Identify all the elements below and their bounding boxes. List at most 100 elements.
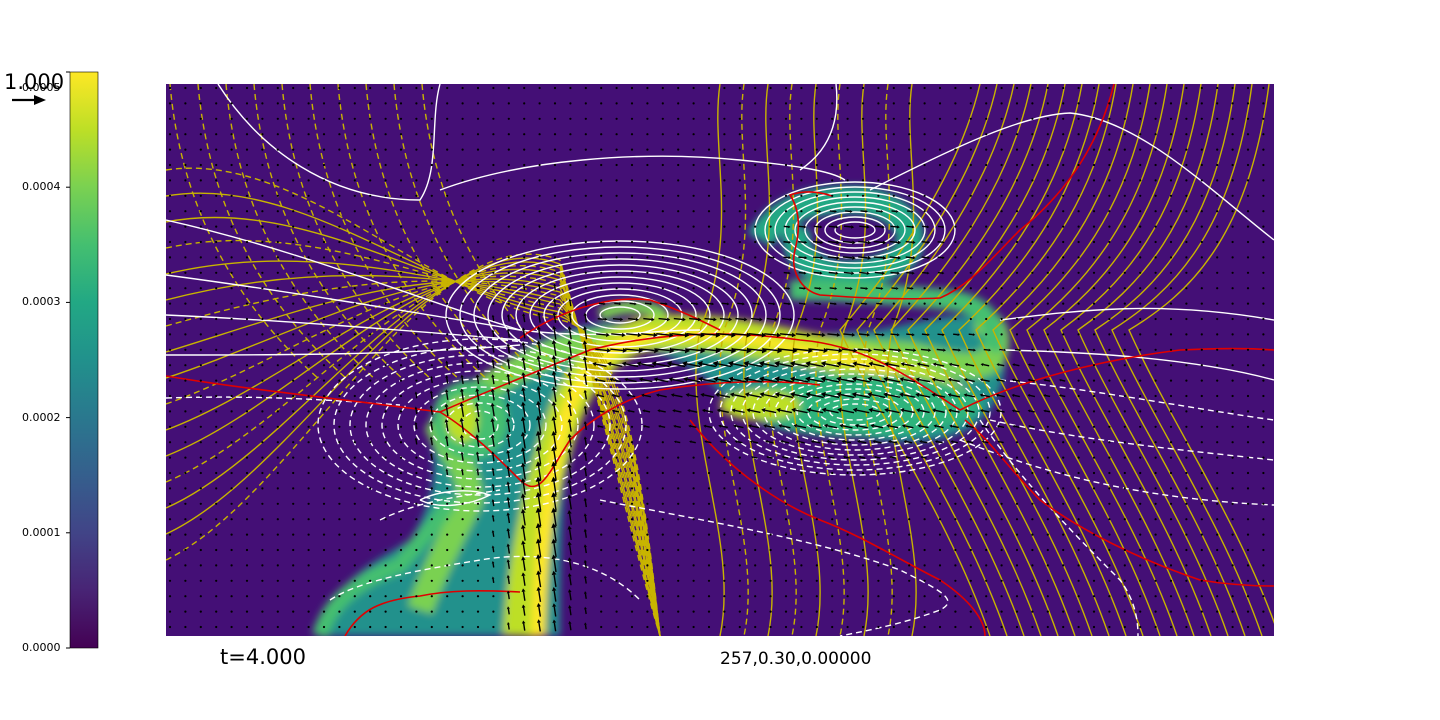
yellow-contour [924, 84, 1076, 636]
velocity-arrow [784, 102, 788, 105]
velocity-arrow-head [835, 317, 839, 321]
velocity-arrow [584, 577, 587, 584]
velocity-arrow [1185, 502, 1188, 505]
yellow-contour [767, 84, 797, 636]
velocity-arrow [276, 610, 279, 613]
velocity-arrow [1216, 210, 1219, 213]
velocity-arrow [369, 394, 372, 398]
velocity-arrow [1000, 194, 1003, 197]
velocity-arrow-head [521, 341, 526, 346]
velocity-arrow [1262, 163, 1265, 167]
velocity-arrow [908, 625, 911, 629]
velocity-arrow [1169, 163, 1173, 167]
velocity-arrow [754, 179, 757, 182]
velocity-arrow [723, 256, 726, 259]
velocity-arrow [1216, 333, 1219, 336]
velocity-arrow [584, 301, 587, 307]
velocity-arrow-head [759, 376, 765, 383]
velocity-arrow [415, 256, 418, 259]
white-contour [979, 419, 1139, 636]
velocity-arrow [1139, 610, 1142, 613]
velocity-arrow [1216, 610, 1219, 613]
velocity-arrow-head [688, 424, 692, 428]
yellow-contour [166, 280, 661, 636]
velocity-arrow [507, 117, 510, 120]
velocity-arrow [1092, 348, 1096, 351]
velocity-arrow-head [607, 361, 612, 367]
velocity-arrow [967, 363, 975, 367]
velocity-arrow [537, 574, 542, 588]
velocity-arrow-head [536, 400, 542, 406]
velocity-arrow [1231, 348, 1234, 351]
velocity-arrow-head [718, 424, 722, 428]
velocity-arrow [261, 579, 264, 582]
velocity-arrow [1185, 364, 1188, 367]
velocity-arrow [338, 117, 341, 120]
velocity-arrow [322, 148, 326, 151]
velocity-arrow-head [713, 317, 717, 322]
velocity-arrow [1231, 163, 1234, 167]
velocity-arrow [738, 610, 741, 613]
velocity-arrow [1000, 502, 1003, 505]
velocity-arrow-head [612, 409, 615, 413]
velocity-arrow [507, 421, 511, 433]
velocity-arrow [353, 533, 356, 536]
velocity-arrow [307, 302, 310, 305]
velocity-arrow [1139, 456, 1142, 459]
velocity-arrow-head [823, 347, 829, 354]
velocity-arrow [1139, 271, 1142, 274]
velocity-arrow [230, 194, 233, 197]
velocity-arrow [754, 148, 757, 151]
velocity-arrow [952, 441, 959, 444]
velocity-arrow [1077, 163, 1080, 167]
velocity-arrow-head [858, 455, 862, 459]
velocity-arrow [184, 595, 187, 598]
velocity-arrow-head [803, 225, 807, 229]
velocity-arrow [600, 610, 603, 613]
velocity-arrow [215, 86, 218, 90]
velocity-arrow [307, 194, 310, 197]
velocity-arrow [1031, 102, 1034, 105]
velocity-arrow [1231, 133, 1234, 136]
velocity-arrow [507, 624, 510, 630]
velocity-arrow-head [1058, 394, 1062, 397]
velocity-arrow [998, 425, 1005, 428]
velocity-arrow [1139, 86, 1142, 90]
velocity-arrow-head [836, 240, 840, 245]
velocity-arrow [861, 487, 865, 490]
velocity-arrow [800, 487, 803, 490]
velocity-arrow [1077, 117, 1080, 120]
velocity-arrow [798, 256, 805, 259]
velocity-arrow [168, 610, 172, 613]
velocity-arrow [384, 271, 387, 274]
velocity-arrow [920, 425, 929, 429]
velocity-arrow [1216, 179, 1219, 182]
velocity-arrow [600, 225, 603, 228]
velocity-arrow [738, 471, 741, 475]
velocity-arrow-head [506, 449, 511, 454]
velocity-arrow [292, 410, 295, 413]
velocity-arrow [569, 148, 572, 151]
velocity-arrow [199, 148, 202, 151]
white-contour [166, 219, 701, 336]
velocity-arrow [476, 377, 480, 385]
velocity-arrow [461, 405, 465, 417]
velocity-arrow [215, 625, 218, 629]
velocity-arrow [800, 102, 803, 105]
velocity-arrow [677, 610, 680, 613]
velocity-arrow [369, 595, 372, 598]
velocity-arrow [723, 102, 726, 105]
velocity-arrow [446, 194, 449, 197]
velocity-arrow [568, 421, 572, 432]
velocity-arrow [338, 225, 341, 228]
velocity-arrow-head [895, 210, 899, 213]
velocity-arrow [1216, 287, 1219, 290]
velocity-arrow [938, 502, 942, 505]
velocity-arrow [738, 564, 741, 567]
velocity-arrow [615, 441, 618, 444]
velocity-arrow [723, 533, 726, 536]
velocity-arrow [507, 608, 510, 615]
velocity-arrow [800, 194, 803, 197]
velocity-arrow-head [865, 209, 868, 213]
velocity-arrow [415, 548, 418, 552]
